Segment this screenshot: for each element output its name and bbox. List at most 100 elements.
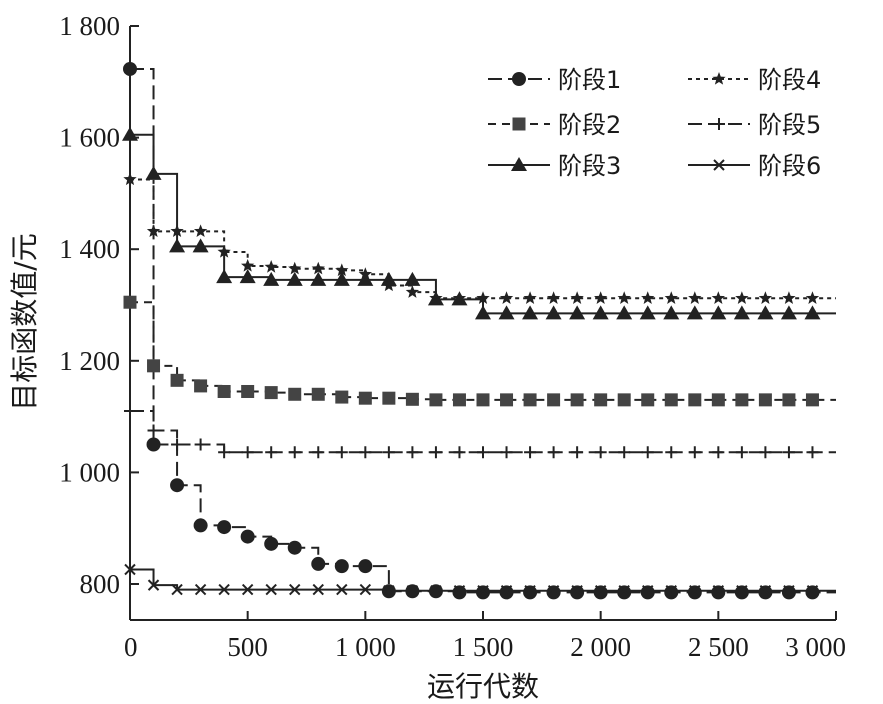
series-5-point — [665, 446, 678, 459]
series-3-point — [475, 305, 491, 320]
series-4-point — [429, 291, 443, 304]
series-6-point — [712, 584, 725, 597]
series-3 — [122, 126, 836, 320]
series-1 — [123, 61, 836, 600]
series-3-line — [130, 133, 836, 315]
series-1-point — [711, 585, 726, 600]
series-5-line — [130, 410, 836, 454]
series-5-point — [782, 446, 795, 459]
series-6-point — [665, 584, 677, 597]
series-5-point — [571, 446, 584, 459]
series-3-point — [404, 271, 421, 286]
series-4-line — [130, 178, 836, 300]
series-2-point — [711, 393, 725, 407]
series-2-point — [758, 393, 772, 407]
series-5-point — [594, 446, 607, 459]
series-4-point — [193, 224, 208, 238]
x-tick-label: 2 000 — [570, 632, 631, 662]
series-6-point — [477, 584, 489, 597]
axes: 800 1 000 1 200 1 400 1 600 1 800 0 500 1 000 1 5… — [59, 11, 846, 662]
series-3-point — [710, 305, 727, 320]
series-5-point — [759, 446, 772, 459]
series-5-point — [382, 446, 395, 459]
series-1-point — [264, 536, 279, 551]
series-5-point — [453, 446, 466, 459]
series-2-point — [311, 387, 325, 401]
series-5-point — [641, 446, 654, 459]
series-4-point — [288, 261, 302, 275]
legend-label: 阶段5 — [758, 111, 821, 139]
series-4-point — [241, 258, 255, 272]
series-2-point — [476, 393, 490, 407]
legend-label: 阶段1 — [558, 66, 621, 94]
series-5-point — [429, 446, 442, 459]
series-4-point — [758, 291, 773, 304]
series-2-point — [688, 393, 702, 407]
legend-swatch-marker — [713, 159, 725, 171]
series-1-point — [334, 559, 349, 574]
series-3-point — [780, 305, 797, 320]
legend-label: 阶段3 — [558, 152, 621, 180]
series-4-point — [664, 291, 678, 304]
series-1-line — [130, 67, 836, 594]
series-4-point — [358, 267, 372, 280]
series-2-point — [194, 379, 208, 393]
series-5-point — [806, 446, 819, 459]
series-6-point — [147, 579, 160, 591]
series-4-point — [452, 291, 467, 304]
series-6-point — [759, 584, 772, 597]
series-5 — [124, 405, 836, 459]
series-1-point — [523, 585, 538, 600]
series-2-point — [523, 393, 537, 407]
series-4-point — [217, 244, 231, 258]
x-tick-label: 2 500 — [688, 632, 749, 662]
series-5-point — [171, 438, 184, 451]
series-3-point — [333, 271, 350, 286]
series-6 — [124, 563, 836, 597]
series-6-point — [500, 584, 513, 597]
y-tick-label: 1 000 — [59, 457, 120, 487]
y-axis-title: 目标函数值/元 — [8, 233, 41, 410]
series-4-point — [523, 291, 537, 304]
legend-item-5: 阶段5 — [688, 111, 821, 139]
series-4-point — [594, 291, 608, 304]
series-2-point — [335, 390, 349, 404]
series-3-point — [663, 305, 680, 320]
series-3-point — [592, 305, 609, 320]
y-tick-label: 800 — [80, 569, 121, 599]
series-6-point — [289, 583, 301, 596]
series-5-point — [477, 446, 489, 459]
x-tick-label: 3 000 — [785, 632, 846, 662]
series-5-point — [218, 446, 231, 459]
series-5-point — [688, 446, 701, 459]
series-5-point — [406, 446, 419, 459]
series-5-point — [194, 438, 207, 451]
legend: 阶段1 阶段2 阶段3 阶段4 阶段5 阶段6 — [488, 66, 821, 180]
legend-item-3: 阶段3 — [488, 152, 621, 180]
series-1-point — [240, 529, 255, 544]
series-1-point — [758, 585, 773, 600]
series-2-point — [735, 393, 749, 407]
series-6-point — [736, 584, 748, 597]
series-3-point — [686, 305, 703, 320]
series-1-point — [452, 585, 467, 600]
series-4-point — [146, 224, 161, 238]
legend-item-4: 阶段4 — [688, 66, 821, 94]
series-3-point — [169, 238, 186, 253]
series-4 — [123, 172, 836, 304]
series-3-point — [122, 126, 138, 141]
legend-item-2: 阶段2 — [488, 111, 621, 139]
series-3-point — [286, 271, 303, 286]
series-5-point — [335, 446, 348, 459]
series-2 — [123, 295, 836, 407]
series-5-point — [524, 446, 537, 459]
series-2-point — [452, 393, 466, 407]
series-6-point — [453, 584, 466, 597]
series-4-point — [617, 291, 631, 304]
series-4-point — [382, 278, 396, 292]
series-6-point — [618, 584, 630, 597]
series-6-point — [124, 563, 136, 576]
series-2-point — [217, 384, 231, 398]
series-1-point — [570, 585, 585, 600]
